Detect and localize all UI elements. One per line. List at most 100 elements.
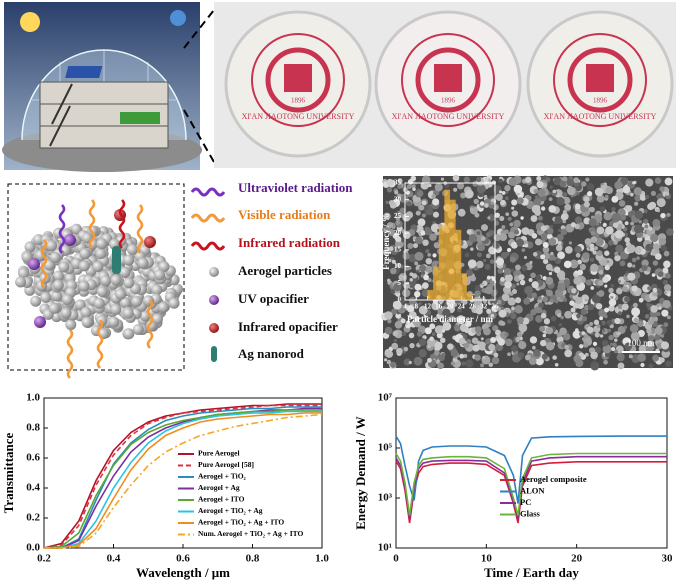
- sem-grain: [533, 198, 542, 206]
- particle: [78, 260, 90, 272]
- sem-grain: [429, 323, 436, 330]
- sem-grain: [638, 344, 647, 353]
- sem-grain: [562, 219, 567, 224]
- sem-grain: [610, 283, 615, 288]
- sem-grain: [516, 238, 525, 247]
- x-tick-label: 24: [458, 303, 466, 311]
- sem-grain: [557, 251, 565, 259]
- sem-grain: [488, 246, 497, 255]
- sem-grain: [531, 292, 537, 298]
- x-tick-label: 4: [403, 303, 407, 311]
- sem-grain: [665, 360, 672, 368]
- sem-grain: [535, 238, 542, 246]
- sem-grain: [515, 264, 521, 271]
- sem-grain: [604, 194, 609, 199]
- sem-grain: [424, 228, 433, 236]
- sem-grain: [459, 353, 465, 359]
- sem-grain: [428, 183, 432, 188]
- sem-grain: [501, 293, 510, 302]
- sem-grain: [585, 177, 590, 182]
- sem-grain: [548, 197, 553, 202]
- sem-grain: [521, 248, 526, 253]
- sem-grain: [622, 286, 628, 292]
- sem-grain: [498, 304, 502, 308]
- sem-grain: [614, 338, 618, 342]
- sem-grain: [659, 357, 665, 363]
- sem-grain: [427, 357, 432, 363]
- sem-grain: [418, 338, 427, 346]
- sem-grain: [454, 325, 461, 332]
- sem-grain: [564, 310, 573, 319]
- x-tick-label: 36: [492, 303, 500, 311]
- sem-grain: [604, 284, 608, 288]
- particle: [49, 251, 61, 263]
- sem-grain: [434, 325, 444, 335]
- sem-grain: [585, 279, 592, 286]
- sem-grain: [383, 212, 391, 220]
- sem-grain: [456, 315, 466, 325]
- sem-grain: [533, 349, 541, 357]
- sem-grain: [605, 226, 614, 235]
- sem-grain: [603, 359, 608, 365]
- y-tick-label: 10⁷: [378, 392, 393, 404]
- sem-grain: [575, 296, 583, 305]
- sem-grain: [431, 301, 440, 311]
- sem-grain: [545, 326, 554, 335]
- sem-grain: [386, 178, 394, 186]
- sem-grain: [542, 242, 549, 248]
- sem-grain: [429, 233, 437, 241]
- sem-grain: [557, 241, 562, 246]
- particle: [123, 254, 135, 266]
- sem-grain: [597, 324, 601, 328]
- y-axis-label: Transmittance: [1, 432, 16, 513]
- sem-grain: [548, 205, 557, 213]
- sem-grain: [492, 241, 500, 249]
- sem-grain: [464, 189, 474, 199]
- sem-grain: [557, 282, 566, 292]
- sem-grain: [490, 322, 495, 327]
- sem-grain: [487, 214, 496, 222]
- sem-grain: [645, 178, 654, 187]
- sem-grain: [541, 353, 548, 360]
- y-tick-label: 10³: [378, 492, 393, 504]
- sem-grain: [573, 276, 582, 285]
- sem-grain: [563, 297, 568, 302]
- sem-grain: [661, 245, 668, 252]
- disc-text: XI'AN JIAOTONG UNIVERSITY: [392, 112, 505, 121]
- sem-grain: [590, 236, 598, 243]
- sem-grain: [469, 207, 474, 212]
- sem-grain: [556, 244, 563, 252]
- sem-grain: [384, 358, 388, 362]
- sem-grain: [516, 282, 520, 286]
- sem-grain: [652, 260, 659, 266]
- particle: [35, 249, 47, 261]
- sem-grain: [401, 237, 407, 243]
- sem-grain: [613, 349, 618, 354]
- sem-grain: [406, 305, 415, 313]
- x-tick-label: 20: [571, 553, 583, 565]
- particle: [92, 261, 104, 273]
- sem-grain: [660, 334, 665, 338]
- sem-grain: [432, 211, 439, 218]
- y-tick-label: 1.0: [26, 392, 40, 404]
- sem-grain: [638, 297, 644, 303]
- sem-grain: [487, 216, 491, 220]
- emblem: [586, 64, 614, 92]
- sem-grain: [652, 243, 660, 251]
- sem-grain: [477, 243, 486, 252]
- x-tick-label: 8: [415, 303, 419, 311]
- sem-grain: [646, 328, 652, 334]
- sem-grain: [499, 233, 508, 241]
- sem-grain: [581, 331, 586, 335]
- sem-grain: [496, 299, 502, 305]
- sem-grain: [466, 229, 472, 235]
- sem-grain: [581, 316, 588, 322]
- sem-grain: [650, 190, 656, 197]
- sem-grain: [595, 237, 604, 247]
- y-tick-label: 0.8: [26, 422, 40, 434]
- emblem: [284, 64, 312, 92]
- sem-grain: [570, 222, 576, 228]
- sem-grain: [442, 308, 451, 318]
- sem-grain: [661, 309, 669, 317]
- particle: [40, 291, 52, 303]
